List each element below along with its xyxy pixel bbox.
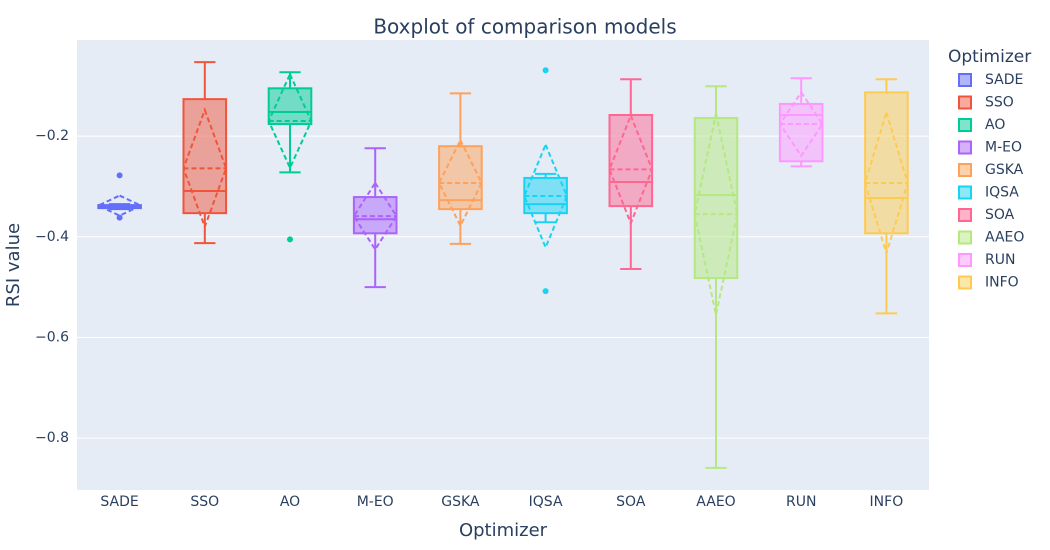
legend-label: RUN [985,252,1015,268]
box-group [437,92,483,245]
x-tick-label: AO [280,494,300,510]
box-group [608,78,654,271]
legend-swatch [958,140,972,155]
legend-label: SOA [985,207,1015,223]
legend-label: AAEO [985,230,1024,246]
x-tick-label: SADE [100,494,138,510]
legend-label: AO [985,117,1005,133]
outlier [116,172,123,179]
box-group [182,61,228,245]
x-tick-label: SSO [190,494,219,510]
sd-diamond [778,90,824,158]
y-tick-label: −0.4 [35,229,69,245]
legend-swatch [958,208,972,222]
legend-swatch [958,275,972,290]
sd-diamond [352,181,398,252]
legend-swatch [958,230,972,245]
outlier [542,288,549,295]
x-tick-label: M-EO [357,494,394,510]
box-group [693,85,739,469]
box-group [864,78,909,315]
legend-swatch [958,118,972,132]
outlier [287,236,293,243]
sd-diamond [864,109,909,257]
box-group [778,77,824,168]
legend-swatch [958,73,972,87]
box [182,98,228,215]
legend-label: IQSA [985,185,1019,201]
box [693,117,739,280]
legend-label: INFO [985,275,1019,291]
sd-diamond [267,71,313,171]
x-tick-label: SOA [616,494,646,510]
box-group [95,172,144,221]
y-tick-label: −0.8 [35,430,69,446]
chart-title: Boxplot of comparison models [373,15,676,39]
legend-swatch [958,163,972,177]
x-tick-label: GSKA [441,494,480,510]
legend-swatch [958,185,972,200]
y-axis-title: RSI value [3,223,24,307]
x-tick-label: IQSA [529,494,563,510]
legend-title: Optimizer [948,47,1031,67]
x-tick-label: INFO [870,494,904,510]
outlier [542,67,549,74]
sd-diamond [523,142,568,250]
sd-diamond [608,112,654,226]
legend-label: SSO [985,95,1014,111]
y-tick-label: −0.6 [35,329,69,345]
x-tick-label: AAEO [696,494,735,510]
sd-diamond [182,107,228,230]
outlier [116,214,123,221]
box-group [352,147,398,289]
box [608,114,654,208]
legend-label: SADE [985,72,1023,88]
x-tick-label: RUN [786,494,816,510]
x-axis-title: Optimizer [459,520,548,541]
legend-swatch [958,95,972,110]
y-tick-label: −0.2 [35,128,69,144]
legend-label: GSKA [985,162,1024,178]
box-group [523,67,568,295]
sd-diamond [693,113,739,316]
legend-swatch [958,253,972,267]
box-group [267,71,313,243]
marks [95,61,909,469]
legend-label: M-EO [985,140,1022,156]
